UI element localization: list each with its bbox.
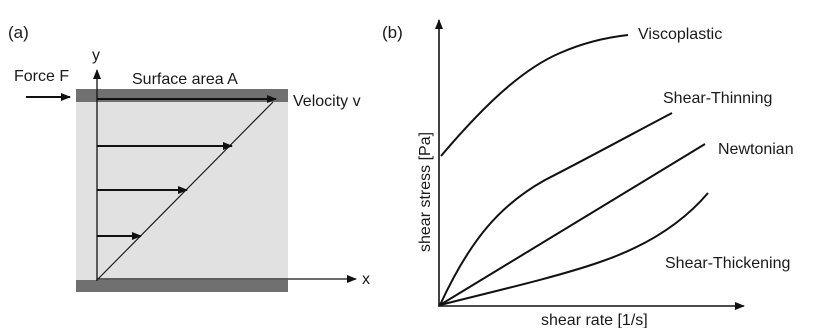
velocity-label: Velocity v [293, 93, 361, 110]
curve-shear-thinning [439, 112, 673, 306]
curve-label-viscoplastic: Viscoplastic [638, 26, 722, 43]
y-axis-label: y [92, 47, 100, 64]
panel-b-label: (b) [382, 23, 403, 42]
panel-b: (b) Viscoplastic Shear-Thinning Newtonia… [382, 19, 794, 328]
rate-axis-title: shear rate [1/s] [541, 312, 648, 328]
curve-viscoplastic [440, 34, 629, 157]
panel-a: (a) y x Force F Surface area A Velocity … [8, 23, 370, 292]
stress-axis-title: shear stress [Pa] [417, 132, 434, 252]
x-axis-label: x [362, 271, 370, 288]
surface-area-label: Surface area A [132, 71, 238, 88]
curve-label-shear-thinning: Shear-Thinning [663, 90, 772, 107]
panel-a-label: (a) [8, 23, 29, 42]
force-label: Force F [14, 68, 69, 85]
bottom-plate [76, 280, 288, 292]
top-plate [76, 89, 288, 102]
curve-newtonian [439, 143, 706, 306]
curve-label-newtonian: Newtonian [718, 141, 794, 158]
curve-shear-thickening [439, 192, 709, 306]
curve-label-shear-thickening: Shear-Thickening [665, 255, 790, 272]
